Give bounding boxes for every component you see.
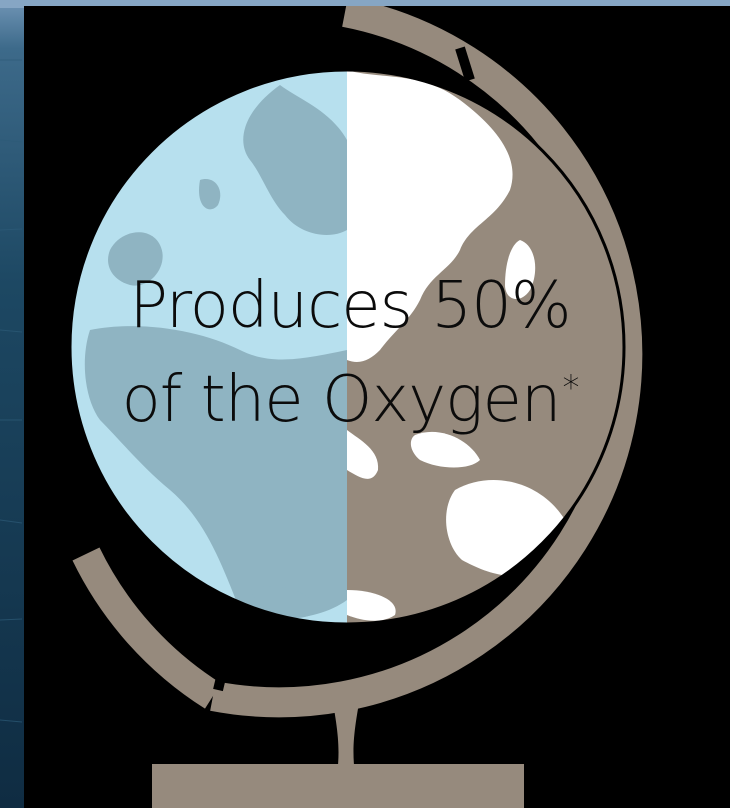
headline: Produces 50% of the Oxygen* <box>40 265 660 441</box>
headline-line-1: Produces 50% <box>129 269 571 343</box>
headline-line-2: of the Oxygen* <box>40 347 660 441</box>
globe-stand <box>152 686 524 808</box>
globe-meridian-arc <box>210 6 643 718</box>
headline-line-2-text: of the Oxygen <box>121 363 562 437</box>
footnote-asterisk: * <box>562 368 579 408</box>
